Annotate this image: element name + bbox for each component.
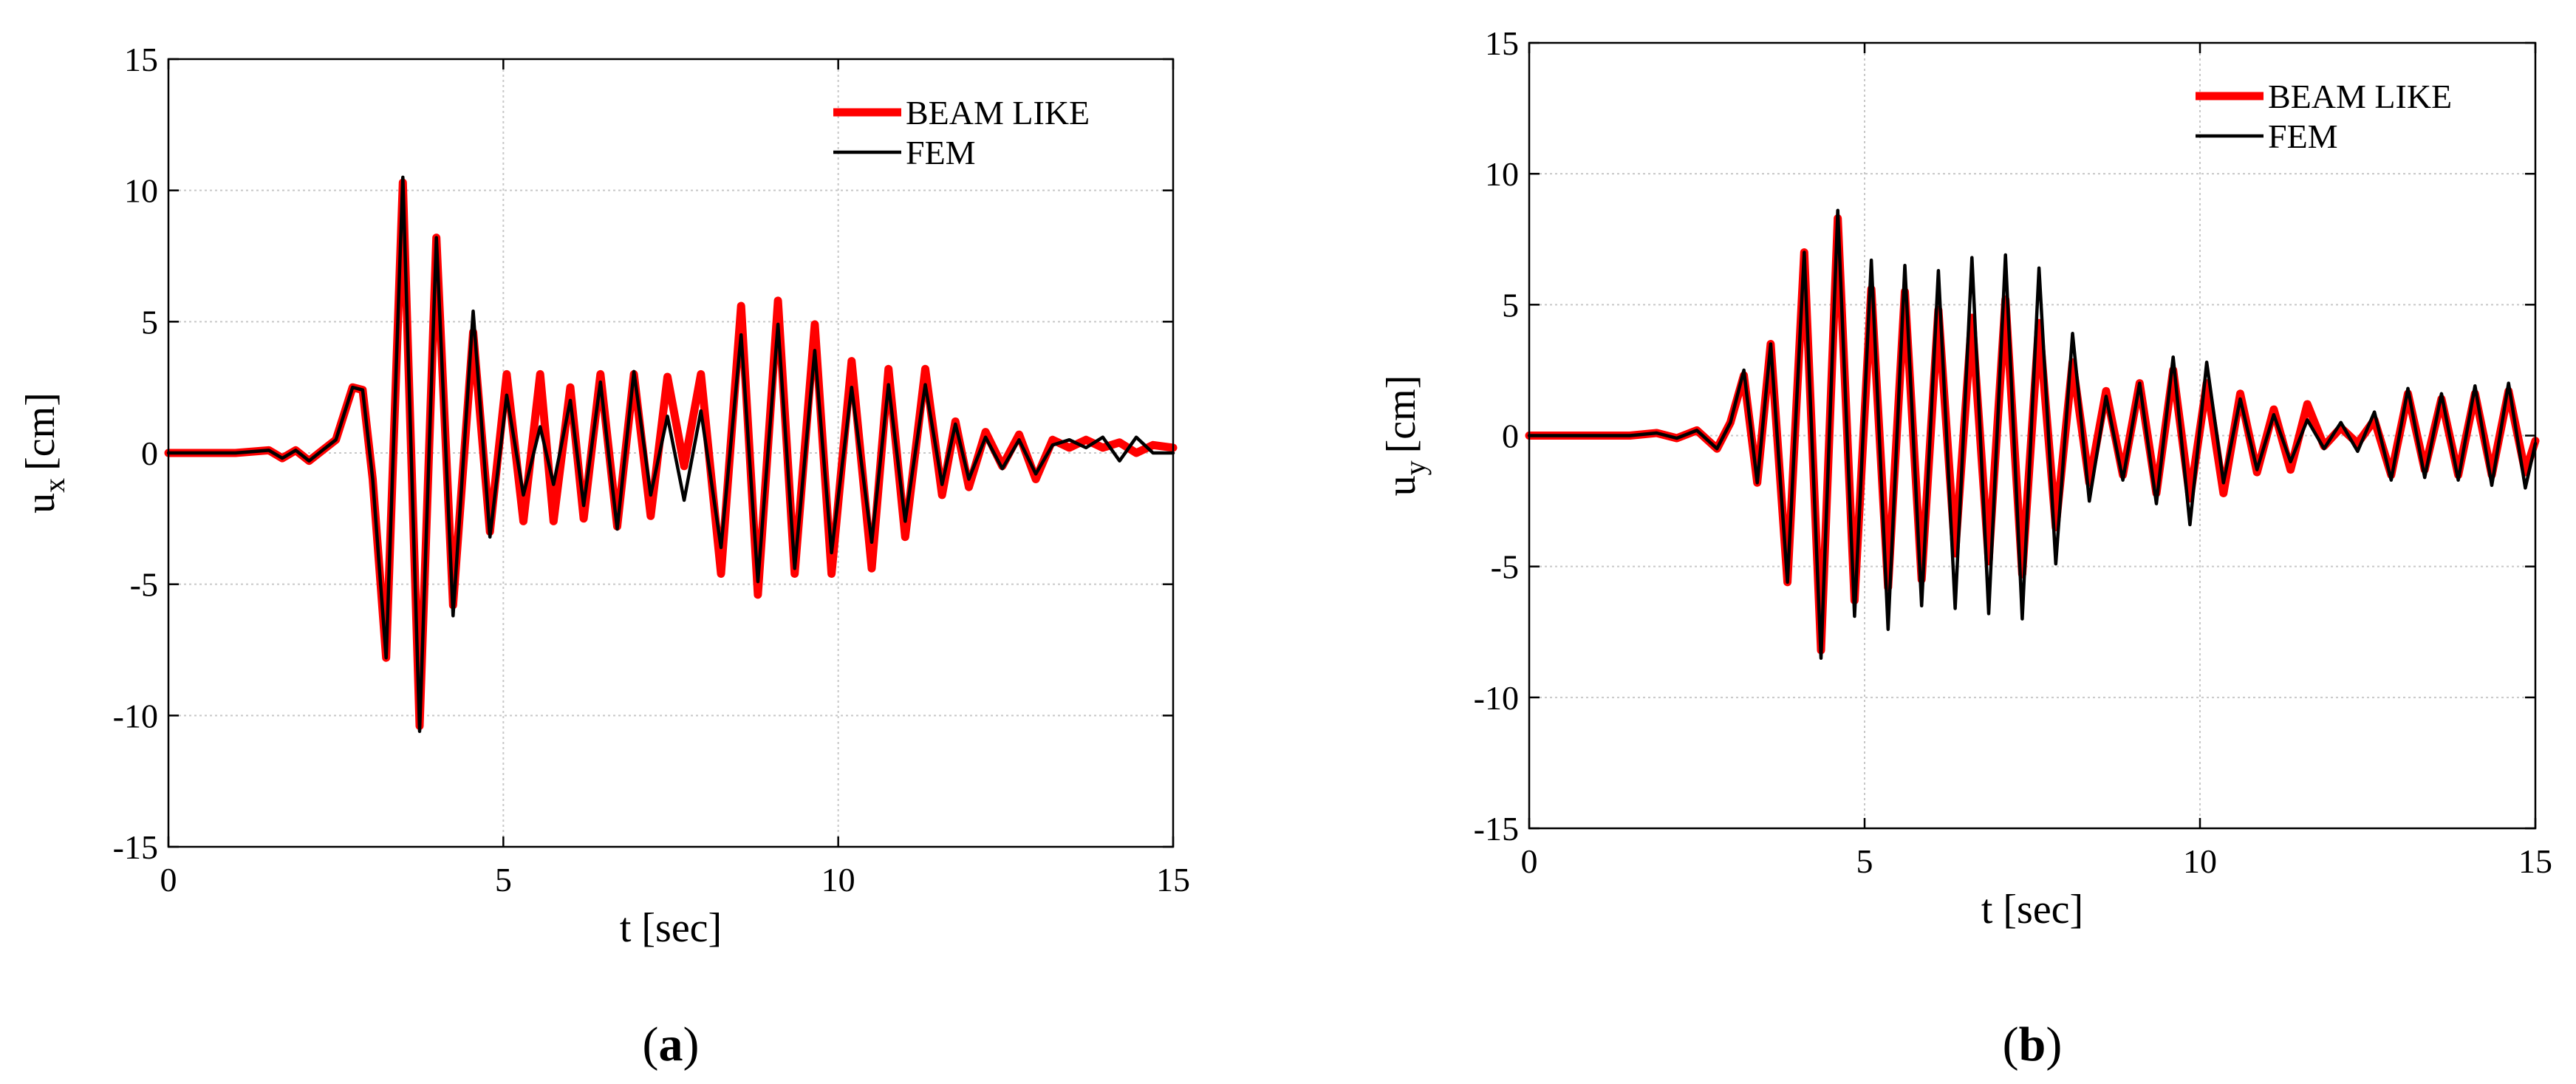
panel-label: (a) — [643, 1017, 700, 1071]
y-tick-label: -10 — [1474, 679, 1519, 717]
x-tick-label: 15 — [2518, 842, 2552, 880]
legend: BEAM LIKE FEM — [833, 94, 1090, 171]
y-tick-label: 10 — [124, 172, 158, 210]
x-tick-label: 10 — [2183, 842, 2217, 880]
y-tick-label: 5 — [1502, 286, 1519, 324]
x-tick-label: 5 — [495, 861, 512, 899]
ticks: 0 5 10 15 -15 -10 -5 0 5 10 15 — [113, 41, 1190, 899]
panel-a: 0 5 10 15 -15 -10 -5 0 5 10 15 BEAM LIKE FEM t [se… — [18, 41, 1190, 1071]
x-tick-label: 0 — [1521, 842, 1538, 880]
y-axis-label-subscript: x — [38, 478, 71, 493]
x-tick-label: 10 — [821, 861, 855, 899]
legend-label-beam-like: BEAM LIKE — [906, 94, 1090, 132]
y-tick-label: -15 — [113, 828, 158, 866]
y-tick-label: 5 — [141, 303, 158, 341]
grid — [168, 59, 1173, 847]
y-axis-label-unit: [cm] — [18, 392, 64, 471]
x-tick-label: 5 — [1856, 842, 1873, 880]
y-axis-label-subscript: y — [1398, 460, 1432, 475]
legend-label-beam-like: BEAM LIKE — [2268, 78, 2452, 115]
legend: BEAM LIKE FEM — [2196, 78, 2452, 155]
series — [1525, 208, 2540, 660]
y-tick-label: -5 — [130, 566, 158, 604]
legend-label-fem: FEM — [2268, 117, 2338, 155]
y-tick-label: 10 — [1485, 155, 1519, 193]
y-axis-label: ux [cm] — [18, 392, 71, 514]
y-tick-label: 15 — [124, 41, 158, 78]
y-axis-label-base: u — [1378, 475, 1424, 496]
ticks: 0 5 10 15 -15 -10 -5 0 5 10 15 — [1474, 24, 2552, 880]
x-axis-label: t [sec] — [1981, 887, 2083, 933]
x-tick-label: 15 — [1156, 861, 1190, 899]
y-tick-label: 0 — [1502, 417, 1519, 455]
legend-label-fem: FEM — [906, 134, 976, 171]
panel-letter: a — [659, 1017, 683, 1071]
panel-label: (b) — [2003, 1017, 2063, 1071]
y-tick-label: 15 — [1485, 24, 1519, 62]
y-axis-label-base: u — [18, 493, 64, 514]
series-line-fem — [166, 175, 1175, 733]
panel-letter: b — [2019, 1017, 2046, 1071]
series-line-fem — [1527, 208, 2538, 660]
series — [164, 175, 1178, 733]
panel-b: 0 5 10 15 -15 -10 -5 0 5 10 15 BEAM LIKE FEM t [se… — [1378, 24, 2552, 1071]
y-tick-label: 0 — [141, 434, 158, 472]
y-tick-label: -5 — [1491, 548, 1519, 586]
x-tick-label: 0 — [160, 861, 177, 899]
y-tick-label: -10 — [113, 697, 158, 734]
x-axis-label: t [sec] — [620, 905, 722, 951]
y-axis-label: uy [cm] — [1378, 375, 1432, 497]
y-axis-label-unit: [cm] — [1378, 375, 1424, 454]
y-tick-label: -15 — [1474, 810, 1519, 848]
